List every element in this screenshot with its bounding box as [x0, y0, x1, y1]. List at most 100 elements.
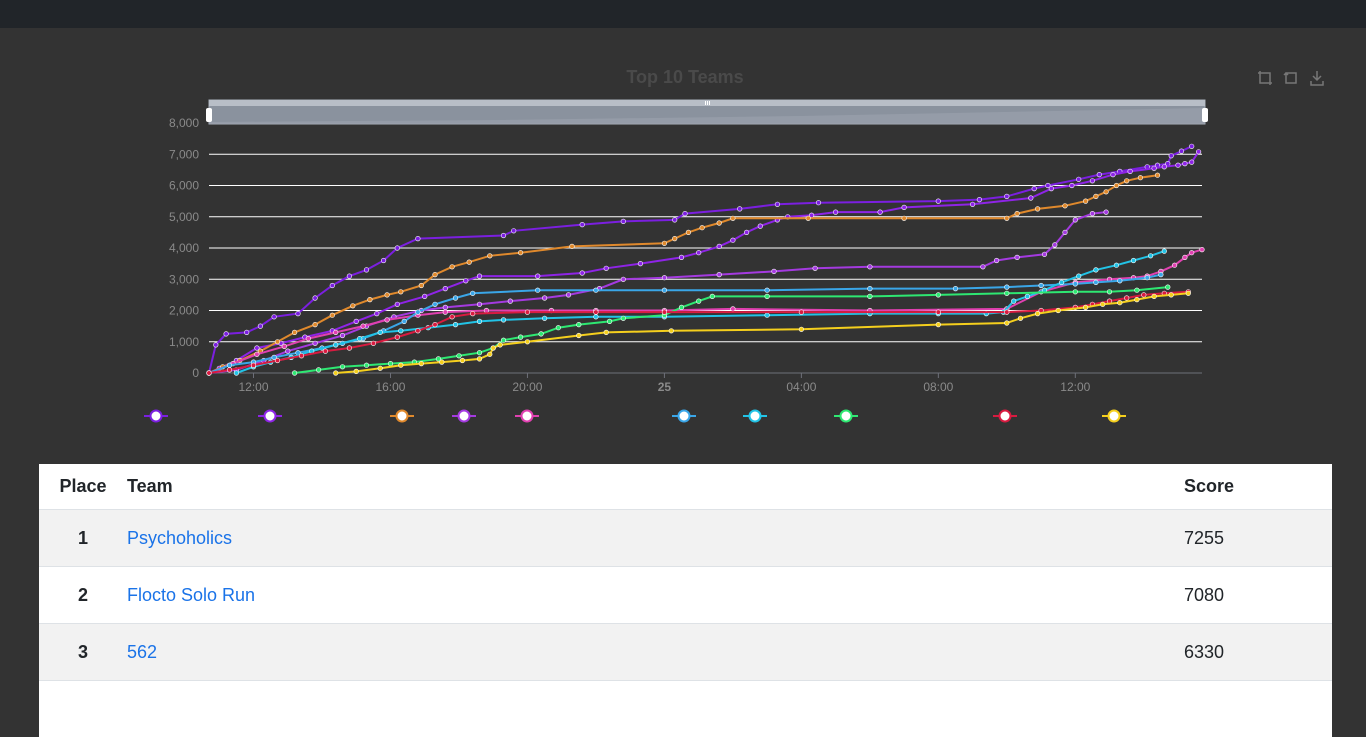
data-point	[1032, 186, 1037, 191]
legend-item[interactable]	[144, 411, 168, 422]
data-point	[1183, 161, 1188, 166]
legend-item[interactable]	[258, 411, 282, 422]
table-header-row: Place Team Score	[39, 464, 1332, 510]
data-point	[292, 330, 297, 335]
y-tick-label: 5,000	[169, 210, 199, 224]
legend-marker	[1109, 411, 1120, 422]
datazoom-handle-right[interactable]	[1202, 108, 1208, 122]
data-point	[679, 255, 684, 260]
data-point	[368, 297, 373, 302]
data-point	[1094, 280, 1099, 285]
legend-item[interactable]	[515, 411, 539, 422]
data-point	[731, 238, 736, 243]
data-point	[594, 310, 599, 315]
legend-item[interactable]	[672, 411, 696, 422]
data-point	[977, 197, 982, 202]
data-point	[700, 225, 705, 230]
data-point	[731, 307, 736, 312]
datazoom-drag-icon[interactable]	[705, 101, 710, 105]
data-point	[1196, 150, 1201, 155]
data-point	[936, 310, 941, 315]
data-point	[1025, 294, 1030, 299]
data-point	[395, 302, 400, 307]
data-point	[542, 316, 547, 321]
legend-item[interactable]	[993, 411, 1017, 422]
data-point	[1114, 183, 1119, 188]
data-point	[737, 207, 742, 212]
team-link[interactable]: Flocto Solo Run	[127, 585, 255, 605]
data-point	[1005, 321, 1010, 326]
data-point	[621, 277, 626, 282]
data-point	[936, 322, 941, 327]
data-point	[1094, 268, 1099, 273]
data-point	[333, 343, 338, 348]
data-point	[470, 291, 475, 296]
data-point	[488, 254, 493, 259]
data-point	[868, 294, 873, 299]
data-point	[1011, 299, 1016, 304]
zoom-select-icon[interactable]	[1256, 69, 1274, 87]
scoreboard-table: Place Team Score 1 Psychoholics 7255 2 F…	[39, 464, 1332, 737]
data-point	[1073, 218, 1078, 223]
data-point	[731, 216, 736, 221]
data-point	[1183, 255, 1188, 260]
data-point	[477, 302, 482, 307]
series-path	[209, 175, 1158, 373]
legend-item[interactable]	[390, 411, 414, 422]
data-point	[340, 365, 345, 370]
data-point	[381, 258, 386, 263]
team-link[interactable]: Psychoholics	[127, 528, 232, 548]
zoom-reset-icon[interactable]	[1282, 69, 1300, 87]
data-point	[765, 288, 770, 293]
column-header-team: Team	[127, 464, 1184, 510]
data-point	[621, 316, 626, 321]
data-point	[313, 341, 318, 346]
datazoom-slider[interactable]	[206, 100, 1208, 124]
legend-item[interactable]	[1102, 411, 1126, 422]
data-point	[333, 371, 338, 376]
data-point	[351, 304, 356, 309]
legend-item[interactable]	[834, 411, 858, 422]
download-icon[interactable]	[1308, 69, 1326, 87]
data-point	[580, 222, 585, 227]
data-point	[378, 366, 383, 371]
data-point	[443, 286, 448, 291]
data-point	[672, 236, 677, 241]
team-link[interactable]: 562	[127, 642, 157, 662]
data-point	[501, 233, 506, 238]
data-point	[1059, 280, 1064, 285]
data-point	[525, 340, 530, 345]
data-point	[484, 308, 489, 313]
data-point	[433, 322, 438, 327]
data-point	[457, 354, 462, 359]
data-point	[258, 324, 263, 329]
data-point	[511, 229, 516, 234]
data-point	[443, 305, 448, 310]
x-tick-label: 04:00	[786, 380, 816, 394]
place-cell: 2	[39, 567, 127, 624]
legend-item[interactable]	[743, 411, 767, 422]
data-point	[638, 261, 643, 266]
data-point	[286, 349, 291, 354]
data-point	[981, 265, 986, 270]
data-point	[570, 244, 575, 249]
data-point	[419, 361, 424, 366]
data-point	[1124, 179, 1129, 184]
data-point	[1148, 254, 1153, 259]
data-point	[313, 322, 318, 327]
data-point	[662, 310, 667, 315]
data-point	[491, 346, 496, 351]
data-point	[214, 343, 219, 348]
data-point	[1005, 285, 1010, 290]
data-point	[255, 352, 260, 357]
data-point	[594, 315, 599, 320]
legend-item[interactable]	[452, 411, 476, 422]
legend-marker	[679, 411, 690, 422]
data-point	[566, 293, 571, 298]
data-point	[477, 319, 482, 324]
datazoom-handle-left[interactable]	[206, 108, 212, 122]
y-tick-label: 6,000	[169, 179, 199, 193]
data-point	[607, 319, 612, 324]
data-point	[604, 330, 609, 335]
